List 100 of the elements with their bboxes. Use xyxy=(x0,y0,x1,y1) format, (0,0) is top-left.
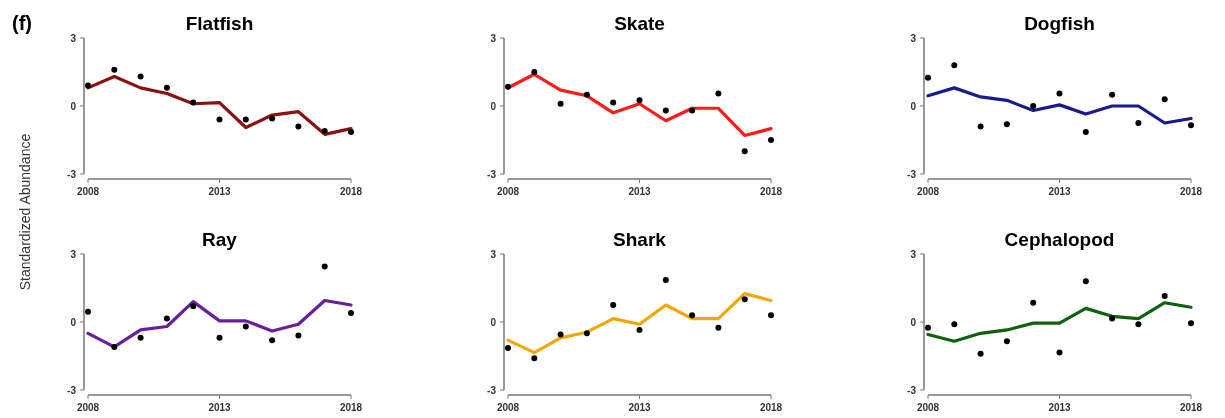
point xyxy=(242,323,249,330)
point xyxy=(925,74,931,81)
chart-title: Flatfish xyxy=(185,13,254,34)
point xyxy=(216,116,223,123)
point xyxy=(662,107,669,114)
point xyxy=(85,308,91,315)
point xyxy=(1109,315,1116,322)
point xyxy=(1161,96,1168,103)
point xyxy=(1082,278,1089,285)
point xyxy=(951,321,958,328)
point xyxy=(190,303,197,310)
y-tick-label: 0 xyxy=(70,100,77,112)
x-tick-label: 2013 xyxy=(208,402,232,413)
point xyxy=(610,302,617,308)
point xyxy=(85,82,91,89)
point xyxy=(662,277,669,284)
y-tick-label: 3 xyxy=(910,32,917,44)
point xyxy=(1161,292,1168,299)
point xyxy=(583,91,590,98)
x-tick-label: 2018 xyxy=(1179,186,1203,197)
y-tick-label: 3 xyxy=(490,248,497,260)
chart-title: Dogfish xyxy=(1024,13,1095,34)
line-series xyxy=(926,301,1193,343)
point xyxy=(977,350,984,357)
line-series xyxy=(926,86,1193,125)
x-tick-label: 2013 xyxy=(208,186,232,197)
point xyxy=(163,315,170,322)
point xyxy=(1082,129,1089,136)
x-tick-label: 2008 xyxy=(916,186,940,197)
point xyxy=(768,312,774,319)
point xyxy=(163,84,170,91)
y-tick-label: 0 xyxy=(70,316,77,328)
point xyxy=(269,337,276,344)
y-tick-label: 0 xyxy=(490,100,497,112)
x-tick-label: 2013 xyxy=(628,186,652,197)
point xyxy=(1188,320,1194,327)
x-tick-label: 2013 xyxy=(1048,402,1072,413)
y-tick-label: 3 xyxy=(910,248,917,260)
point xyxy=(531,355,538,362)
point xyxy=(505,345,511,352)
point xyxy=(531,69,538,75)
x-tick-label: 2008 xyxy=(496,402,520,413)
point xyxy=(295,332,302,339)
point xyxy=(137,73,144,80)
point xyxy=(925,324,931,331)
x-tick-label: 2008 xyxy=(916,402,940,413)
point xyxy=(216,334,223,341)
y-tick-label: 0 xyxy=(910,100,917,112)
y-tick-label: -3 xyxy=(907,168,917,180)
x-tick-label: 2013 xyxy=(628,402,652,413)
line-series xyxy=(86,74,353,136)
point xyxy=(636,326,643,333)
point xyxy=(1135,120,1142,126)
point xyxy=(295,123,302,130)
y-tick-label: -3 xyxy=(907,384,917,396)
y-tick-label: -3 xyxy=(67,384,77,396)
y-tick-label: 3 xyxy=(490,32,497,44)
point xyxy=(768,137,774,143)
point xyxy=(1003,121,1010,128)
point xyxy=(1056,90,1063,97)
point xyxy=(1003,338,1010,345)
point xyxy=(951,62,958,69)
x-tick-label: 2008 xyxy=(76,186,100,197)
line-series xyxy=(86,298,353,349)
y-tick-label: -3 xyxy=(67,168,77,180)
point xyxy=(111,66,118,73)
point xyxy=(1056,349,1063,356)
point xyxy=(1030,103,1037,109)
y-tick-label: 3 xyxy=(70,248,77,260)
point xyxy=(321,127,328,134)
point xyxy=(1188,122,1194,129)
chart-title: Ray xyxy=(202,229,238,250)
y-axis-title: Standardized Abundance xyxy=(17,133,33,291)
text: (f) xyxy=(12,12,32,34)
point xyxy=(689,312,696,319)
y-tick-label: 0 xyxy=(490,316,497,328)
point xyxy=(557,100,564,107)
y-tick-label: 3 xyxy=(70,32,77,44)
point xyxy=(269,115,276,122)
point xyxy=(689,107,696,114)
point xyxy=(1109,91,1116,98)
point xyxy=(741,148,748,155)
point xyxy=(977,123,984,130)
point xyxy=(636,97,643,104)
y-tick-label: -3 xyxy=(487,384,497,396)
point xyxy=(715,324,722,331)
chart-title: Cephalopod xyxy=(1004,229,1115,250)
x-tick-label: 2008 xyxy=(76,402,100,413)
line-series xyxy=(506,292,773,355)
point xyxy=(190,99,197,106)
point xyxy=(1135,321,1142,328)
point xyxy=(111,343,118,350)
point xyxy=(610,99,617,106)
point xyxy=(715,90,722,97)
x-tick-label: 2018 xyxy=(759,402,783,413)
y-tick-label: -3 xyxy=(487,168,497,180)
y-tick-label: 0 xyxy=(910,316,917,328)
x-tick-label: 2018 xyxy=(759,186,783,197)
point xyxy=(741,296,748,303)
point xyxy=(321,263,328,270)
